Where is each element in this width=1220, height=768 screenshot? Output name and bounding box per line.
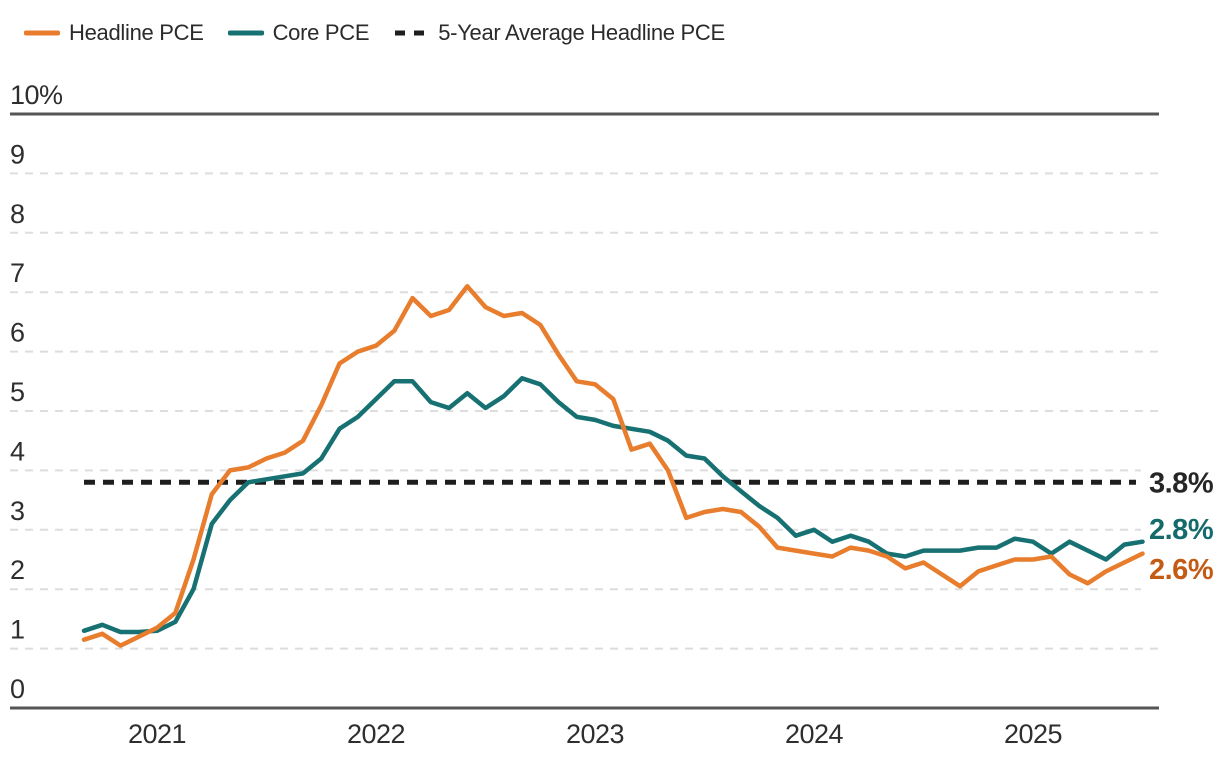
headline-pce-line <box>81 284 1145 648</box>
y-axis-label-2: 2 <box>10 555 25 585</box>
x-axis-label-2022: 2022 <box>347 719 405 749</box>
y-axis-label-5: 5 <box>10 377 25 407</box>
legend-item-5-year-average-headline-pce: 5-Year Average Headline PCE <box>393 20 725 46</box>
legend-item-headline-pce: Headline PCE <box>24 20 204 46</box>
legend-item-core-pce: Core PCE <box>227 20 370 46</box>
y-axis-label-4: 4 <box>10 436 25 466</box>
line-swatch-icon <box>24 30 60 36</box>
x-axis-label-2024: 2024 <box>785 719 844 749</box>
y-axis-label-7: 7 <box>10 258 25 288</box>
y-axis-label-9: 9 <box>10 139 25 169</box>
label-mask <box>1141 452 1220 602</box>
y-axis-label-1: 1 <box>10 615 25 645</box>
y-axis-label-10: 10% <box>10 80 63 110</box>
chart-legend: Headline PCE Core PCE 5-Year Average Headl… <box>24 20 725 46</box>
x-axis-label-2025: 2025 <box>1004 719 1062 749</box>
y-axis-label-6: 6 <box>10 318 25 348</box>
core-value-label: 2.8% <box>1149 514 1214 546</box>
core-pce-line <box>81 376 1145 635</box>
legend-label: 5-Year Average Headline PCE <box>438 20 725 45</box>
headline-value-label: 2.6% <box>1149 554 1214 586</box>
dashed-line-swatch-icon <box>395 30 428 36</box>
x-axis-label-2023: 2023 <box>566 719 624 749</box>
x-axis-label-2021: 2021 <box>128 719 186 749</box>
legend-label: Core PCE <box>272 20 370 45</box>
legend-label: Headline PCE <box>69 20 204 45</box>
y-axis-label-0: 0 <box>10 674 25 704</box>
average-value-label: 3.8% <box>1149 467 1214 499</box>
y-axis-label-8: 8 <box>10 199 25 229</box>
line-swatch-icon <box>227 30 264 36</box>
y-axis-label-3: 3 <box>10 496 25 526</box>
